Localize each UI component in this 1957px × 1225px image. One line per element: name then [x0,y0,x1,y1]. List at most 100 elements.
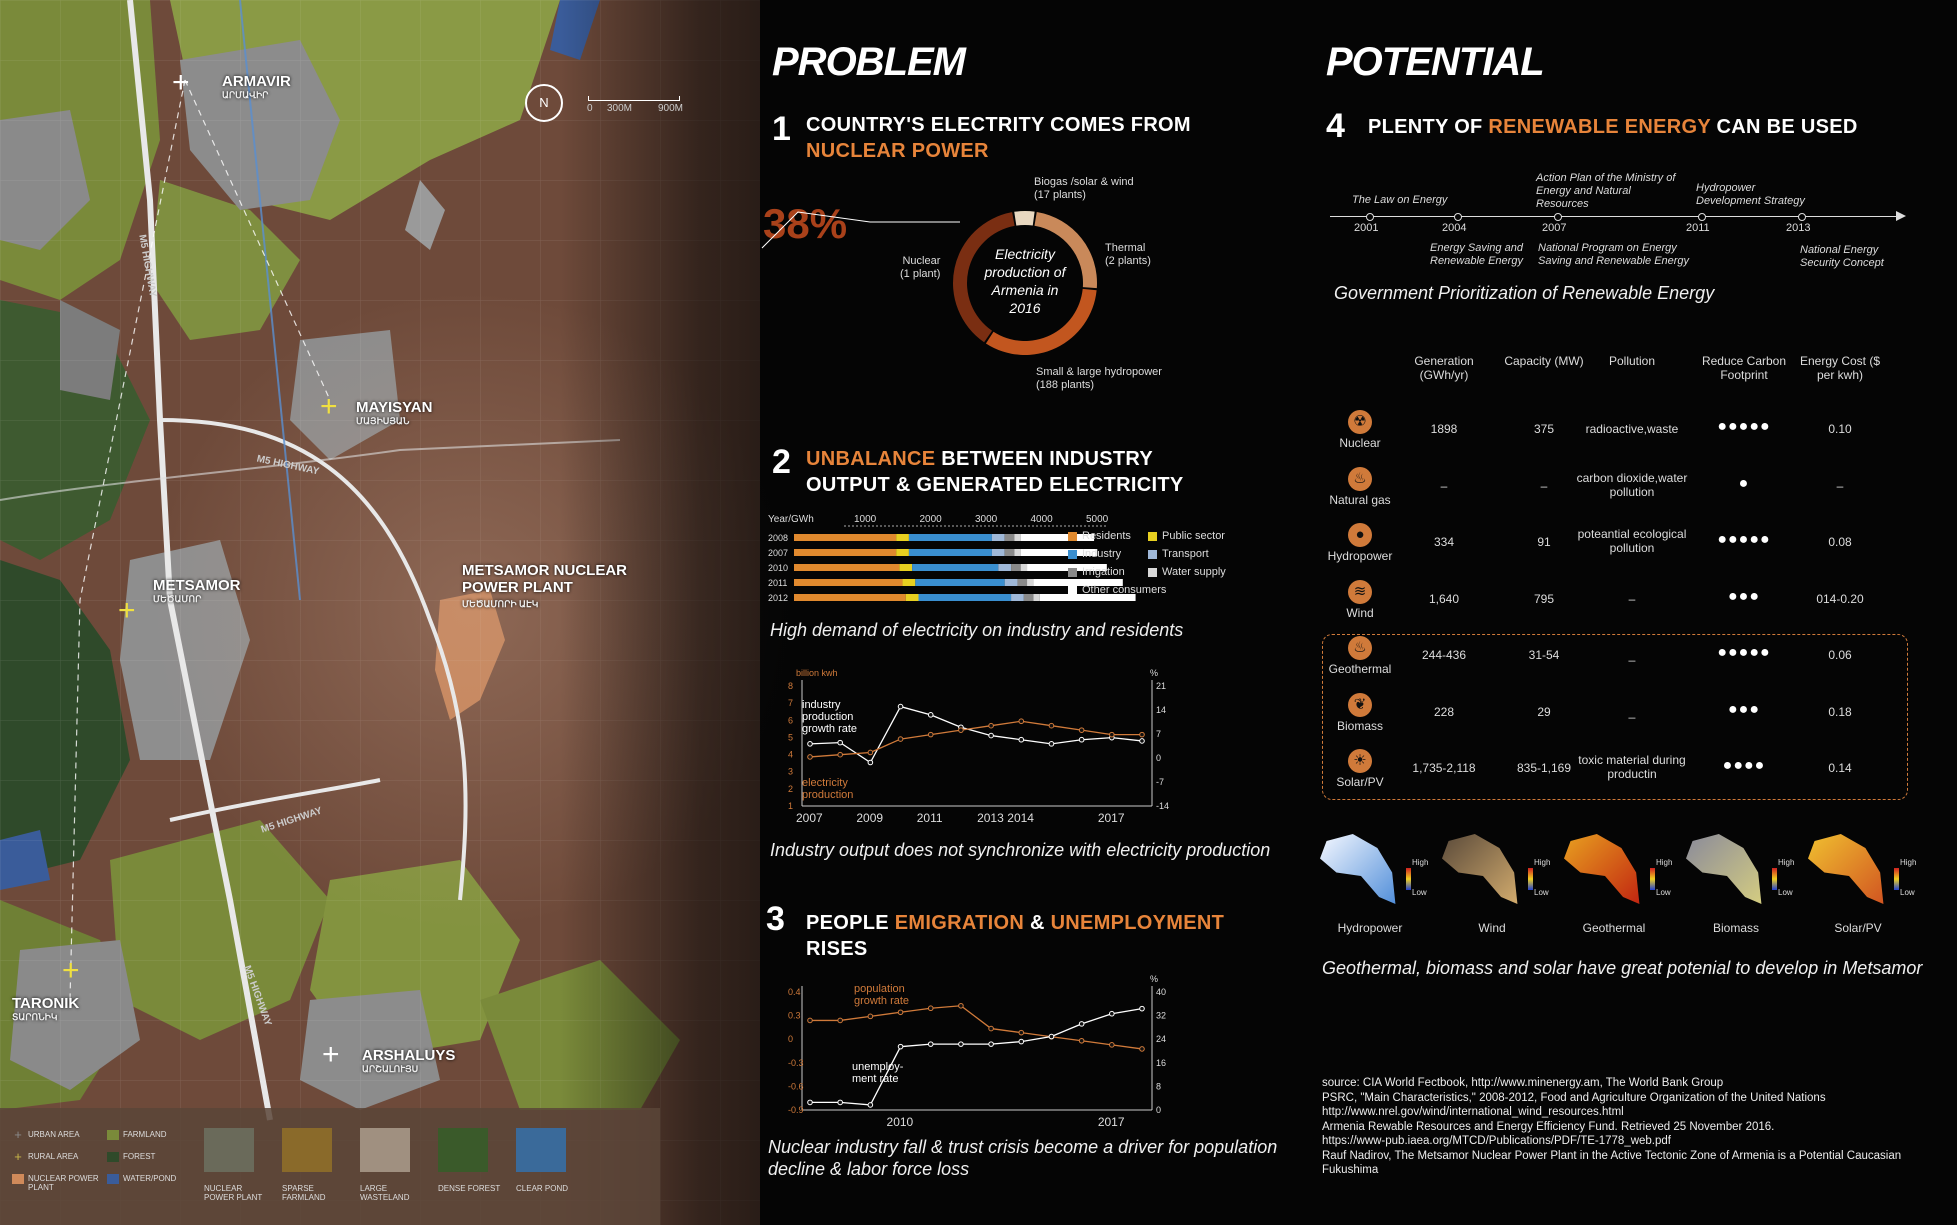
data-point [837,751,843,758]
bar-segment [1020,564,1028,571]
place-label-armavir: ARMAVIR ԱՐՄԱՎԻՐ [222,73,291,100]
legend-swatch [107,1130,119,1140]
y-tick-label: 8 [1156,1081,1161,1091]
data-point [897,703,904,710]
photo-thumbnail [360,1128,410,1172]
rating-dots: ●●●●● [1717,418,1771,435]
scale-label: 0 [587,103,593,114]
y-tick-label: -0.3 [788,1058,804,1068]
y-tick-label: 7 [1156,729,1161,739]
data-point [837,1017,843,1024]
y-tick-label: 24 [1156,1034,1166,1044]
table-cell: – [1628,591,1636,606]
data-point [927,1041,934,1047]
caption-maps: Geothermal, biomass and solar have great… [1322,958,1923,978]
data-point [1139,1005,1145,1012]
data-point [1048,1033,1055,1040]
color-scale [1894,868,1899,890]
table-cell: poteantial ecological pollution [1577,527,1687,555]
rating-dots: ●●●●● [1717,531,1771,548]
source-line: http://www.nrel.gov/wind/international_w… [1322,1106,1624,1118]
bar-legend-label: Residents [1082,530,1131,542]
bar-segment [1033,579,1123,586]
data-point [807,741,813,747]
bar-segment [1020,534,1095,541]
data-point [1139,738,1145,744]
table-cell: 0.18 [1828,704,1852,719]
potential-heading: POTENTIAL [1326,40,1545,84]
caption-line-chart: Industry output does not synchronize wit… [770,840,1271,860]
table-cell: 228 [1433,704,1455,719]
x-tick-label: 2017 [1098,1115,1125,1129]
rating-dots: ●●● [1728,700,1760,718]
bar-segment [1039,594,1136,601]
place-label-metsamor: METSAMOR ՄԵԾԱՄՈՐ [153,577,241,604]
bar-category-label: 2012 [768,593,788,603]
data-point [1018,718,1025,725]
y-tick-label: 6 [788,715,793,725]
scale-low-label: Low [1900,888,1915,897]
plus-icon: + [172,66,190,99]
bar-segment [1014,534,1021,541]
y-tick-label: 1 [788,801,793,811]
photo-label: DENSE FOREST [438,1184,501,1193]
bar-segment [1023,594,1034,601]
table-cell: 835-1,169 [1516,761,1572,775]
caption-population: Nuclear industry fall & trust crisis bec… [768,1137,1278,1179]
timeline-event: Hydropower Development Strategy [1696,182,1805,207]
percent-leader-line [761,211,960,249]
bar-legend-item: Water supply [1148,566,1228,580]
scale-low-label: Low [1656,888,1671,897]
legend-swatch [1068,532,1077,541]
table-cell: 0.10 [1828,422,1852,436]
bar-legend-item: Residents [1068,530,1148,544]
y-tick-label: 32 [1156,1011,1166,1021]
series-label: growth rate [802,723,857,735]
bar-tick-label: 3000 [975,514,998,525]
y-tick-label: 4 [788,750,793,760]
energy-table: Generation (GWh/yr) Capacity (MW) Pollutio… [1320,350,1920,810]
data-point [1078,736,1085,743]
timeline-event: National Program on Energy Saving and Re… [1538,242,1690,267]
series-label: unemploy- [852,1061,904,1073]
data-point [1018,736,1025,743]
scale-high-label: High [1900,858,1917,867]
table-cell: – [1836,478,1844,493]
scale-label: 300M [607,103,633,114]
table-cell: carbon dioxide,water pollution [1576,470,1688,499]
source-line: Armenia Rewable Resources and Energy Eff… [1322,1120,1775,1133]
timeline-year: 2013 [1786,222,1811,234]
bar-segment [794,549,897,556]
y-tick-label: 0 [1156,753,1161,763]
bar-segment [915,579,1005,586]
data-point [1078,1037,1085,1044]
bar-category-label: 2008 [768,533,788,543]
data-point [807,1017,813,1024]
scale-high-label: High [1534,858,1551,867]
bar-segment [918,594,1012,601]
donut-label-biogas: Biogas /solar & wind (17 plants) [1034,176,1134,201]
place-label-taronik: TARONIK ՏԱՐՈՆԻԿ [12,995,80,1022]
table-cell: 334 [1433,535,1455,549]
place-label-npp: METSAMOR NUCLEAR POWER PLANT ՄԵԾԱՄՈՐԻ ԱԷԿ [462,562,627,609]
donut-slice [985,288,1097,355]
table-cell: _ [1628,704,1636,719]
bar-segment [896,534,909,541]
timeline-year: 2001 [1354,222,1379,234]
map-label: Hydropower [1337,921,1403,935]
bar-segment [896,549,909,556]
table-cell: _ [1628,648,1636,662]
map-label: Biomass [1712,921,1759,935]
y-tick-label: 0 [788,1034,793,1044]
table-cell: – [1540,478,1548,493]
legend-swatch [107,1152,119,1162]
data-point [1018,1029,1025,1036]
donut-slice [953,212,1015,343]
bar-axis-label: Year/GWh [768,514,814,525]
y-tick-label: 2 [788,784,793,794]
bar-segment [1017,579,1028,586]
table-cell: radioactive,waste [1585,422,1679,436]
legend-label: FARMLAND [123,1130,167,1139]
problem-1-number: 1 [772,110,791,148]
y-axis-label: % [1150,668,1158,678]
